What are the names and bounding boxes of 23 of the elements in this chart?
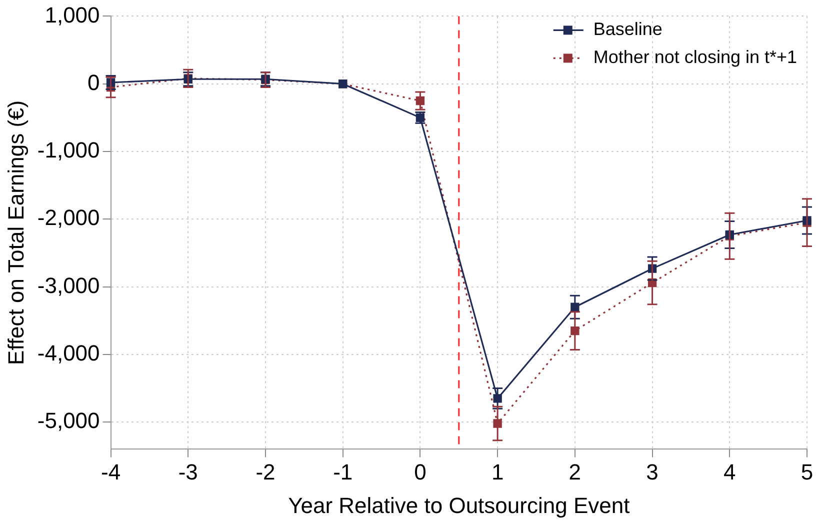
y-tick-label: -1,000 [37,138,100,163]
x-tick-label: 2 [568,459,582,484]
x-tick-label: -4 [101,459,121,484]
point [493,394,502,403]
legend-label: Mother not closing in t*+1 [593,47,798,68]
y-tick-label: 1,000 [44,2,100,28]
x-tick-label: -1 [333,459,353,484]
y-tick-label: -2,000 [37,205,100,230]
x-tick-label: 1 [491,459,504,484]
x-tick-label: -2 [256,459,276,484]
y-tick-label: -5,000 [37,408,100,434]
x-tick-label: 3 [646,459,658,484]
x-axis-title: Year Relative to Outsourcing Event [288,492,630,518]
y-tick-label: -4,000 [37,340,100,366]
y-tick-label: 0 [88,70,100,95]
legend-label: Baseline [593,19,662,40]
x-tick-label: 4 [724,459,736,484]
x-tick-label: -3 [178,459,198,484]
y-axis-title: Effect on Total Earnings (€) [3,100,28,365]
y-tick-label: -3,000 [37,272,100,298]
x-tick-label: 5 [800,459,814,484]
x-tick-label: 0 [414,459,426,484]
point [493,419,502,428]
